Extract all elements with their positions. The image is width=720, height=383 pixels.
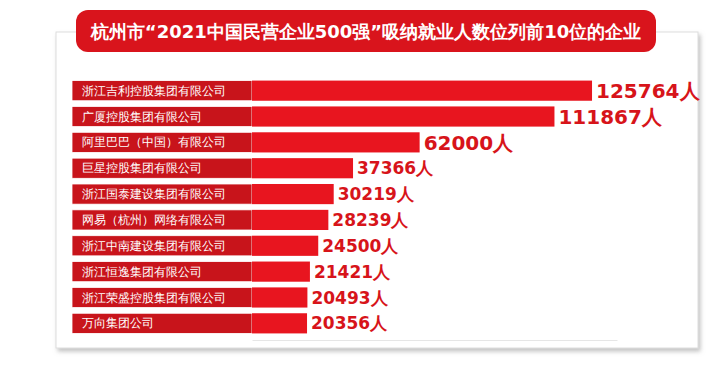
category-label: 网易（杭州）网络有限公司 <box>82 213 226 227</box>
bar <box>252 81 592 101</box>
title: 杭州市“2021中国民营企业500强”吸纳就业人数位列前10位的企业 <box>90 21 641 42</box>
bar <box>252 210 328 230</box>
category-label: 阿里巴巴（中国）有限公司 <box>82 135 226 149</box>
bar <box>252 287 307 307</box>
category-labels: 浙江吉利控股集团有限公司广厦控股集团有限公司阿里巴巴（中国）有限公司巨星控股集团… <box>82 84 226 331</box>
category-box <box>72 184 252 204</box>
category-label: 巨星控股集团有限公司 <box>82 161 202 175</box>
category-boxes <box>72 81 252 334</box>
data-labels: 125764人111867人 62000人 37366人 30219人 28239人 24… <box>311 79 700 334</box>
category-label: 广厦控股集团有限公司 <box>82 110 202 124</box>
category-label: 浙江国泰建设集团有限公司 <box>82 187 226 201</box>
category-box <box>72 236 252 256</box>
category-box <box>72 313 252 333</box>
category-box <box>72 262 252 282</box>
bar <box>252 262 310 282</box>
category-box <box>72 158 252 178</box>
bar <box>252 313 307 333</box>
data-label: 21421人 <box>314 262 391 282</box>
x-axis <box>253 340 618 341</box>
category-box <box>72 287 252 307</box>
bar <box>252 106 554 126</box>
data-label: 20493人 <box>311 288 388 308</box>
x-axis-line <box>253 340 618 341</box>
category-box <box>72 210 252 230</box>
category-box <box>72 106 252 126</box>
data-label: 24500人 <box>322 236 399 256</box>
data-label: 28239人 <box>332 210 409 230</box>
bar <box>252 158 353 178</box>
title-banner <box>76 10 656 52</box>
bar <box>252 132 420 152</box>
data-label: 125764人 <box>596 79 700 103</box>
data-label: 62000人 <box>424 131 515 155</box>
data-label: 30219人 <box>338 184 415 204</box>
bars <box>252 81 592 334</box>
category-box <box>72 81 252 101</box>
category-label: 浙江荣盛控股集团有限公司 <box>82 291 226 305</box>
data-label: 20356人 <box>311 313 388 333</box>
category-label: 浙江中南建设集团有限公司 <box>82 239 226 253</box>
category-label: 万向集团公司 <box>82 316 154 330</box>
category-label: 浙江吉利控股集团有限公司 <box>82 84 226 98</box>
chart: 杭州市“2021中国民营企业500强”吸纳就业人数位列前10位的企业浙江吉利控股… <box>0 0 720 383</box>
data-label: 37366人 <box>357 158 434 178</box>
bar <box>252 236 318 256</box>
category-label: 浙江恒逸集团有限公司 <box>82 265 202 279</box>
category-box <box>72 132 252 152</box>
bar <box>252 184 334 204</box>
data-label: 111867人 <box>558 105 662 129</box>
